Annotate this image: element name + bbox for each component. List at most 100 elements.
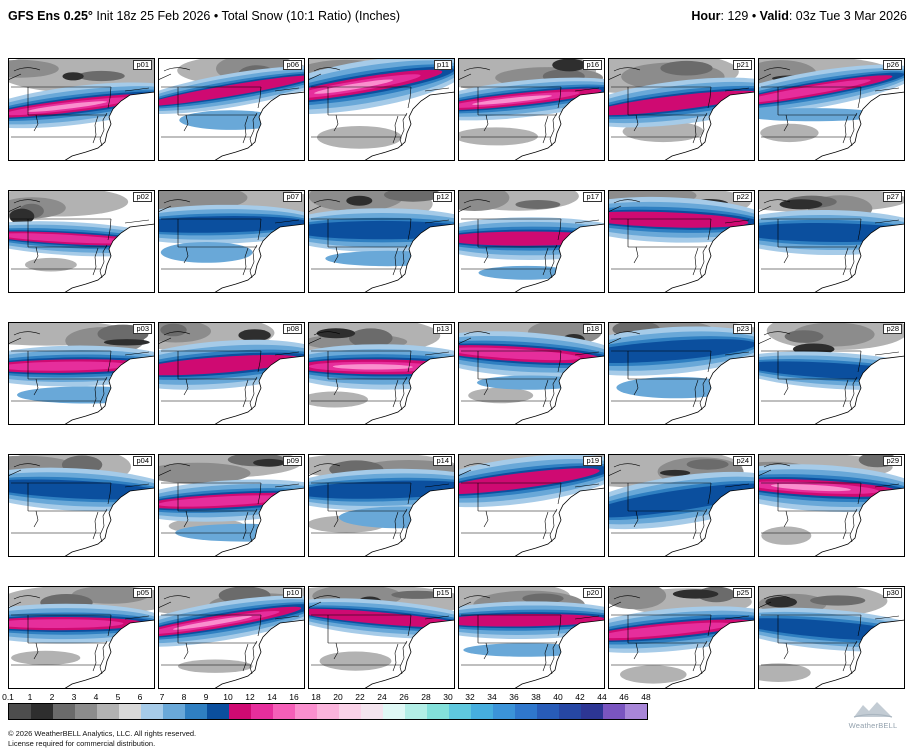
colorbar-segment bbox=[53, 704, 75, 719]
panel-label: p30 bbox=[883, 588, 902, 598]
colorbar-segment bbox=[207, 704, 229, 719]
colorbar-tick: 18 bbox=[311, 692, 321, 702]
colorbar-segment bbox=[515, 704, 537, 719]
panel-label: p23 bbox=[733, 324, 752, 334]
footer-license: License required for commercial distribu… bbox=[8, 738, 156, 748]
colorbar-segment bbox=[9, 704, 31, 719]
ensemble-map-panel-p03[interactable]: p03 bbox=[8, 322, 155, 425]
colorbar-segment bbox=[471, 704, 493, 719]
colorbar-segment bbox=[603, 704, 625, 719]
panel-label: p11 bbox=[434, 60, 452, 70]
ensemble-map-panel-p29[interactable]: p29 bbox=[758, 454, 905, 557]
panel-label: p04 bbox=[133, 456, 152, 466]
colorbar-tick: 38 bbox=[531, 692, 541, 702]
panel-label: p05 bbox=[133, 588, 152, 598]
panel-label: p03 bbox=[133, 324, 152, 334]
panel-label: p24 bbox=[733, 456, 752, 466]
panel-label: p06 bbox=[283, 60, 302, 70]
ensemble-map-panel-p04[interactable]: p04 bbox=[8, 454, 155, 557]
colorbar-tick: 22 bbox=[355, 692, 365, 702]
panel-label: p09 bbox=[283, 456, 302, 466]
colorbar-segment bbox=[251, 704, 273, 719]
colorbar-tick: 26 bbox=[399, 692, 409, 702]
colorbar-tick: 16 bbox=[289, 692, 299, 702]
panel-label: p29 bbox=[883, 456, 902, 466]
ensemble-map-panel-p28[interactable]: p28 bbox=[758, 322, 905, 425]
colorbar-segment bbox=[163, 704, 185, 719]
ensemble-map-panel-p12[interactable]: p12 bbox=[308, 190, 455, 293]
ensemble-map-panel-p26[interactable]: p26 bbox=[758, 58, 905, 161]
colorbar-tick: 2 bbox=[49, 692, 55, 702]
weatherbell-logo: WeatherBELL bbox=[841, 701, 905, 730]
ensemble-map-panel-p27[interactable]: p27 bbox=[758, 190, 905, 293]
panel-label: p18 bbox=[583, 324, 602, 334]
header-hour-valid: Hour: 129 • Valid: 03z Tue 3 Mar 2026 bbox=[691, 9, 907, 23]
ensemble-map-panel-p17[interactable]: p17 bbox=[458, 190, 605, 293]
colorbar-segment bbox=[273, 704, 295, 719]
header-title: GFS Ens 0.25° Init 18z 25 Feb 2026 • Tot… bbox=[8, 9, 400, 23]
colorbar-tick: 48 bbox=[641, 692, 651, 702]
ensemble-map-panel-p02[interactable]: p02 bbox=[8, 190, 155, 293]
ensemble-map-panel-p23[interactable]: p23 bbox=[608, 322, 755, 425]
panel-label: p21 bbox=[733, 60, 752, 70]
ensemble-map-panel-p21[interactable]: p21 bbox=[608, 58, 755, 161]
ensemble-map-panel-p14[interactable]: p14 bbox=[308, 454, 455, 557]
panel-label: p13 bbox=[433, 324, 452, 334]
colorbar-tick: 30 bbox=[443, 692, 453, 702]
colorbar-segment bbox=[361, 704, 383, 719]
ensemble-map-panel-p30[interactable]: p30 bbox=[758, 586, 905, 689]
hour-label: Hour bbox=[691, 9, 721, 23]
ensemble-map-panel-p11[interactable]: p11 bbox=[308, 58, 455, 161]
colorbar-tick: 6 bbox=[137, 692, 143, 702]
ensemble-map-panel-p25[interactable]: p25 bbox=[608, 586, 755, 689]
colorbar-segment bbox=[31, 704, 53, 719]
ensemble-map-panel-p24[interactable]: p24 bbox=[608, 454, 755, 557]
colorbar-segment bbox=[427, 704, 449, 719]
colorbar-segment bbox=[537, 704, 559, 719]
ensemble-map-panel-p16[interactable]: p16 bbox=[458, 58, 605, 161]
colorbar-tick: 10 bbox=[223, 692, 233, 702]
colorbar-tick: 36 bbox=[509, 692, 519, 702]
colorbar-tick: 14 bbox=[267, 692, 277, 702]
panel-label: p27 bbox=[883, 192, 902, 202]
panel-label: p14 bbox=[433, 456, 452, 466]
ensemble-map-panel-p19[interactable]: p19 bbox=[458, 454, 605, 557]
ensemble-map-panel-p06[interactable]: p06 bbox=[158, 58, 305, 161]
colorbar-segment bbox=[185, 704, 207, 719]
colorbar-segment bbox=[581, 704, 603, 719]
model-name: GFS Ens 0.25° bbox=[8, 9, 93, 23]
ensemble-map-panel-p08[interactable]: p08 bbox=[158, 322, 305, 425]
footer-copyright: © 2026 WeatherBELL Analytics, LLC. All r… bbox=[8, 729, 197, 738]
panel-label: p28 bbox=[883, 324, 902, 334]
panel-label: p19 bbox=[583, 456, 602, 466]
colorbar-tick: 32 bbox=[465, 692, 475, 702]
ensemble-map-panel-p20[interactable]: p20 bbox=[458, 586, 605, 689]
ensemble-map-panel-p01[interactable]: p01 bbox=[8, 58, 155, 161]
panel-label: p17 bbox=[583, 192, 602, 202]
colorbar-bar bbox=[8, 703, 648, 720]
colorbar-tick: 46 bbox=[619, 692, 629, 702]
colorbar-tick: 9 bbox=[203, 692, 209, 702]
ensemble-map-panel-p15[interactable]: p15 bbox=[308, 586, 455, 689]
panel-label: p16 bbox=[583, 60, 602, 70]
colorbar-tick: 3 bbox=[71, 692, 77, 702]
ensemble-map-panel-p13[interactable]: p13 bbox=[308, 322, 455, 425]
colorbar-segment bbox=[295, 704, 317, 719]
panel-label: p25 bbox=[733, 588, 752, 598]
valid-value: : 03z Tue 3 Mar 2026 bbox=[788, 9, 907, 23]
colorbar-tick: 44 bbox=[597, 692, 607, 702]
colorbar-segment bbox=[119, 704, 141, 719]
panel-label: p01 bbox=[133, 60, 152, 70]
colorbar-tick: 28 bbox=[421, 692, 431, 702]
panel-label: p10 bbox=[283, 588, 302, 598]
colorbar-tick: 42 bbox=[575, 692, 585, 702]
ensemble-map-panel-p22[interactable]: p22 bbox=[608, 190, 755, 293]
ensemble-map-panel-p05[interactable]: p05 bbox=[8, 586, 155, 689]
ensemble-map-panel-p10[interactable]: p10 bbox=[158, 586, 305, 689]
colorbar-ticks: 0.1 1 2 3 4 5 6 7 8 9 10 12 14 16 18 20 22 24 26 28 30 32 34 36… bbox=[2, 692, 708, 702]
ensemble-map-panel-p18[interactable]: p18 bbox=[458, 322, 605, 425]
colorbar-tick: 12 bbox=[245, 692, 255, 702]
ensemble-map-panel-p07[interactable]: p07 bbox=[158, 190, 305, 293]
ensemble-map-panel-p09[interactable]: p09 bbox=[158, 454, 305, 557]
colorbar: 0.1 1 2 3 4 5 6 7 8 9 10 12 14 16 18 20 22 24 26 28 30 32 34 36… bbox=[2, 692, 708, 720]
